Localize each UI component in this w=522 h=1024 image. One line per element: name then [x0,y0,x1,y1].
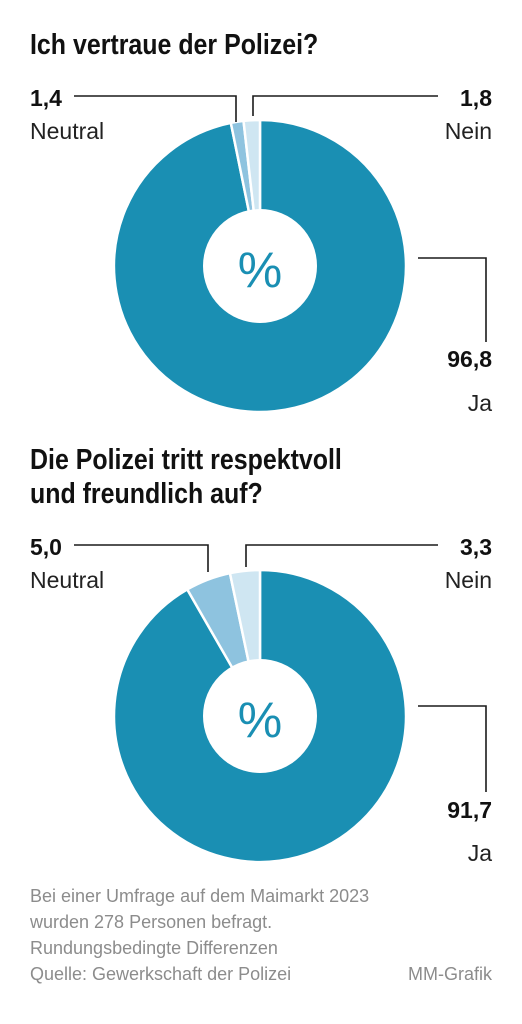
chart2-nein-value: 3,3 [460,534,492,560]
footer-note-line1: Bei einer Umfrage auf dem Maimarkt 2023 [30,886,370,906]
chart2-neutral-value: 5,0 [30,534,62,560]
chart2-donut: % [74,544,487,864]
footer-source: Quelle: Gewerkschaft der Polizei [30,964,292,984]
chart2-title-line2: und freundlich auf? [30,478,263,510]
chart2-ja-value: 91,7 [447,797,492,823]
chart1-nein-label: Nein [444,118,492,144]
chart1-neutral-leader [74,95,237,122]
chart1-ja-value: 96,8 [447,346,492,372]
chart2-center-hole [203,659,317,773]
chart2-nein-leader [245,544,438,567]
chart2-center-label: % [238,692,282,748]
chart1-nein-leader [252,95,438,116]
chart1-neutral-value: 1,4 [30,85,62,111]
footer-note-line2: wurden 278 Personen befragt. [30,912,273,932]
chart2-neutral-label: Neutral [30,567,105,593]
chart2-ja-leader [418,705,487,792]
chart1-neutral-label: Neutral [30,118,105,144]
chart2-ja-label: Ja [467,840,492,866]
chart1-title: Ich vertraue der Polizei? [30,29,319,61]
footer-note-line3: Rundungsbedingte Differenzen [30,938,278,958]
footer-credit: MM-Grafik [408,964,492,984]
chart1-ja-leader [418,257,487,342]
chart2-nein-label: Nein [444,567,492,593]
chart2-title-line1: Die Polizei tritt respektvoll [30,444,342,476]
chart1-donut: % [74,95,487,414]
chart1-center-label: % [238,242,282,298]
chart1-ja-label: Ja [467,390,492,416]
chart1-nein-value: 1,8 [460,85,492,111]
chart2-neutral-leader [74,544,209,572]
chart1-center-hole [203,209,317,323]
